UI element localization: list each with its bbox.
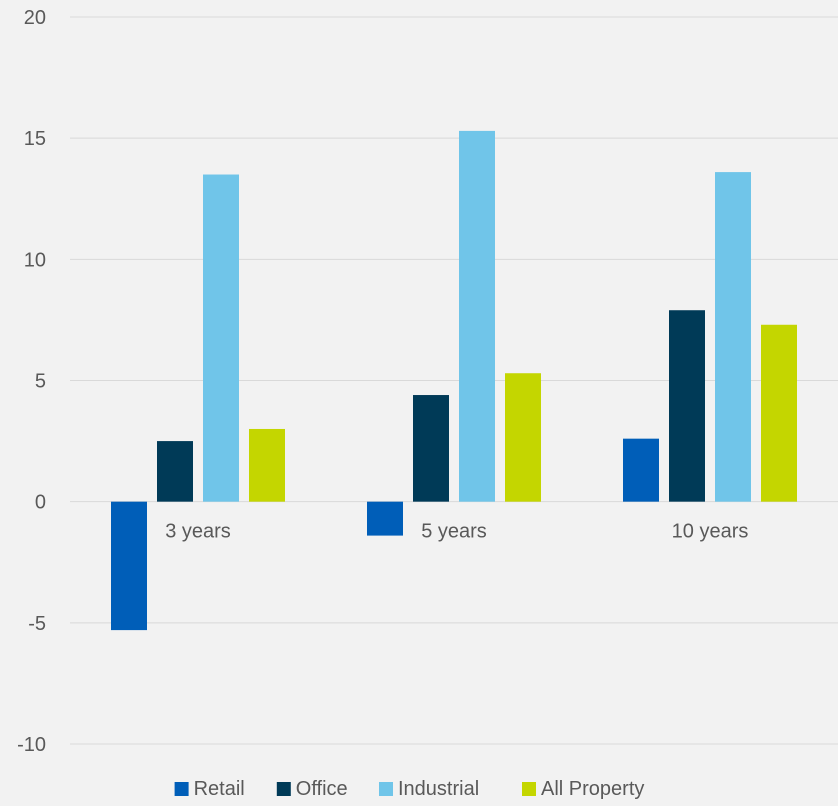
category-labels: 3 years 5 years 10 years bbox=[165, 521, 748, 543]
bar-retail-2 bbox=[623, 438, 659, 502]
bar-all-property-0 bbox=[249, 428, 285, 502]
bar-retail-1 bbox=[367, 501, 403, 536]
category-label: 10 years bbox=[672, 521, 749, 543]
y-tick-label: -10 bbox=[17, 734, 46, 756]
y-tick-label: -5 bbox=[28, 613, 46, 635]
category-label: 3 years bbox=[165, 521, 231, 543]
y-tick-label: 5 bbox=[35, 371, 46, 393]
legend-label: Retail bbox=[194, 778, 245, 800]
bar-all-property-1 bbox=[505, 373, 541, 502]
y-tick-label: 20 bbox=[24, 7, 46, 29]
y-axis-labels: 20 15 10 5 0 -5 -10 bbox=[17, 7, 46, 756]
legend-swatch-all-property bbox=[522, 782, 536, 796]
bar-office-1 bbox=[413, 395, 449, 502]
bar-retail-0 bbox=[111, 501, 147, 631]
legend-label: Industrial bbox=[398, 778, 479, 800]
legend: Retail Office Industrial All Property bbox=[174, 778, 644, 800]
bar-industrial-1 bbox=[459, 130, 495, 502]
bar-industrial-2 bbox=[715, 172, 751, 502]
legend-swatch-industrial bbox=[379, 782, 393, 796]
bar-all-property-2 bbox=[761, 324, 797, 502]
legend-swatch-retail bbox=[174, 782, 189, 796]
gridlines bbox=[70, 16, 838, 745]
bar-industrial-0 bbox=[203, 174, 239, 502]
bars bbox=[111, 130, 797, 631]
y-tick-label: 15 bbox=[24, 128, 46, 150]
y-tick-label: 10 bbox=[24, 249, 46, 271]
bar-office-0 bbox=[157, 441, 193, 502]
legend-label: Office bbox=[296, 778, 348, 800]
y-tick-label: 0 bbox=[35, 492, 46, 514]
category-label: 5 years bbox=[421, 521, 487, 543]
bar-office-2 bbox=[669, 310, 705, 502]
legend-label: All Property bbox=[541, 778, 644, 800]
legend-swatch-office bbox=[276, 782, 291, 796]
